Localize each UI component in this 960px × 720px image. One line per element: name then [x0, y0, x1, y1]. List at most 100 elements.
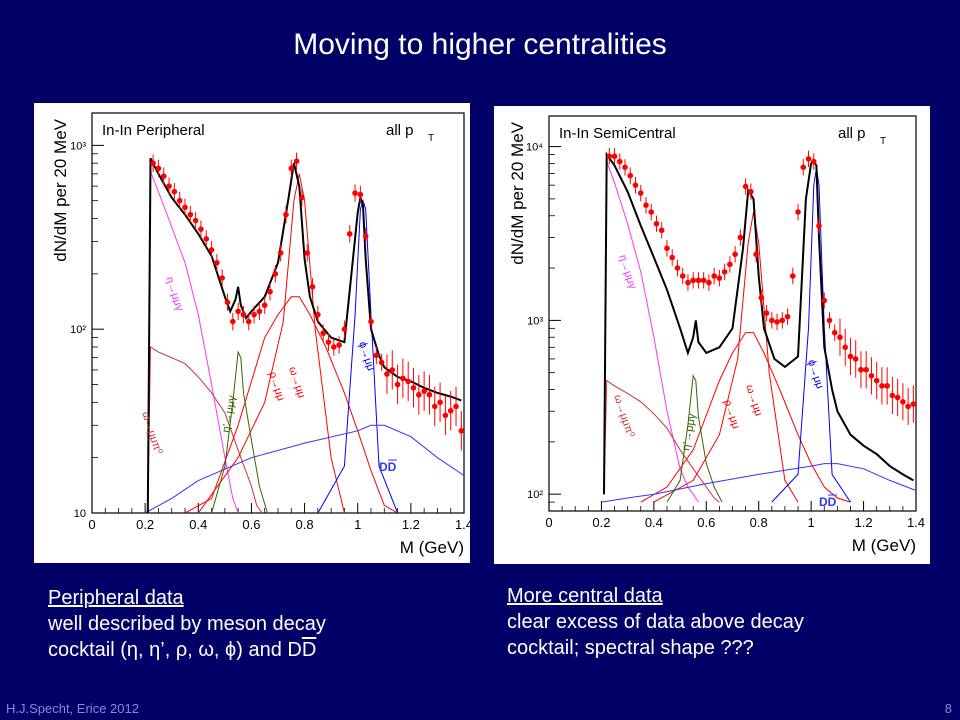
x-tick-label: 1.4 — [907, 515, 925, 530]
data-point — [235, 308, 241, 315]
data-point — [277, 250, 284, 256]
data-point — [789, 273, 796, 279]
data-point — [362, 233, 369, 240]
data-point — [357, 191, 364, 198]
data-point — [879, 383, 885, 389]
data-point — [774, 319, 780, 325]
data-point — [616, 158, 623, 165]
data-point — [753, 251, 759, 258]
data-point — [245, 318, 252, 325]
eta-prime-curve — [211, 350, 268, 514]
y-tick-label: 10⁴ — [526, 142, 543, 154]
data-point — [421, 388, 427, 394]
component-label: ϕ→μμ — [356, 340, 377, 372]
data-point — [648, 209, 655, 215]
data-point — [346, 231, 353, 237]
omega-dalitz-curve — [147, 346, 263, 514]
data-point — [251, 311, 257, 318]
data-point — [447, 407, 454, 414]
corner-label: all p — [838, 125, 866, 142]
x-tick-label: 0.8 — [750, 515, 768, 530]
y-tick-label: 10² — [527, 489, 543, 501]
data-point — [299, 194, 305, 201]
y-axis-label: dN/dM per 20 MeV — [51, 118, 70, 261]
data-point — [711, 273, 717, 279]
data-point — [198, 226, 204, 232]
caption-semicentral: More central data clear excess of data a… — [507, 583, 927, 661]
data-point — [826, 317, 833, 324]
component-label: η'→μμγ — [680, 412, 698, 451]
data-point — [389, 367, 396, 373]
eta-curve — [603, 161, 699, 503]
data-point — [187, 211, 194, 218]
data-point — [748, 188, 754, 195]
corner-label-sub: T — [880, 136, 886, 147]
data-point — [669, 254, 676, 261]
data-point — [894, 394, 901, 401]
x-tick-label: 1.2 — [855, 515, 873, 530]
data-point — [653, 220, 660, 227]
x-tick-label: 0.2 — [136, 517, 154, 532]
data-point — [679, 273, 686, 279]
data-point — [700, 277, 707, 284]
component-label: ϕ→μμ — [805, 358, 826, 390]
data-point — [309, 284, 316, 290]
data-point — [847, 353, 854, 360]
data-point — [416, 391, 422, 398]
slide-title: Moving to higher centralities — [293, 28, 667, 61]
data-point — [336, 342, 342, 348]
component-label: DD — [819, 495, 837, 509]
data-point — [816, 223, 822, 229]
component-label: ω→μμπ⁰ — [139, 410, 164, 456]
data-point — [779, 317, 786, 324]
data-point — [224, 299, 231, 306]
data-point — [674, 265, 681, 271]
chart-panel-peripheral: 0 0.2 0.4 0.6 0.8 1 1.2 1.4 10 10² 10³ M (GeV) dN/dM… — [34, 103, 470, 563]
data-point — [810, 158, 817, 165]
x-tick-label: 0.2 — [592, 515, 610, 530]
x-tick-label: 1 — [808, 515, 815, 530]
data-point — [795, 209, 801, 215]
data-point — [256, 308, 263, 315]
rho-curve — [184, 296, 398, 514]
total-curve — [146, 157, 462, 514]
total-curve — [603, 151, 914, 495]
data-point — [320, 330, 326, 337]
caption-dbar: D — [301, 639, 317, 661]
data-point — [737, 234, 744, 241]
data-point — [732, 251, 738, 258]
data-point — [690, 277, 696, 284]
caption-heading: More central data — [507, 585, 663, 607]
data-point — [283, 211, 289, 218]
data-point — [695, 277, 702, 284]
data-point — [622, 164, 628, 171]
data-point — [166, 183, 172, 189]
x-tick-label: 1 — [354, 517, 361, 532]
data-point — [769, 317, 775, 324]
data-point — [394, 381, 401, 388]
data-point — [272, 271, 279, 277]
data-point — [632, 182, 639, 188]
data-point — [230, 318, 236, 325]
component-label: η'→μμγ — [220, 394, 238, 433]
data-point — [842, 344, 849, 351]
chart-panel-semicentral: 0 0.2 0.4 0.6 0.8 1 1.2 1.4 10² 10³ 10⁴ M (GeV) dN/d… — [494, 106, 930, 564]
y-tick-label: 10³ — [527, 315, 543, 327]
component-label: η→μμγ — [616, 253, 638, 291]
data-point — [373, 352, 380, 359]
data-point — [208, 247, 215, 253]
data-point — [706, 279, 712, 286]
x-tick-label: 0.4 — [189, 517, 207, 532]
y-tick-label: 10³ — [70, 140, 86, 152]
corner-label-sub: T — [428, 133, 434, 144]
data-point — [858, 366, 864, 373]
data-point — [910, 401, 917, 407]
caption-line: clear excess of data above decay — [507, 611, 804, 633]
data-point — [758, 294, 765, 301]
y-tick-label: 10² — [70, 324, 86, 336]
data-point — [685, 279, 691, 286]
caption-peripheral: Peripheral data well described by meson … — [48, 585, 448, 663]
data-point — [171, 188, 178, 195]
data-point — [431, 403, 438, 410]
footer-author: H.J.Specht, Erice 2012 — [6, 701, 139, 716]
